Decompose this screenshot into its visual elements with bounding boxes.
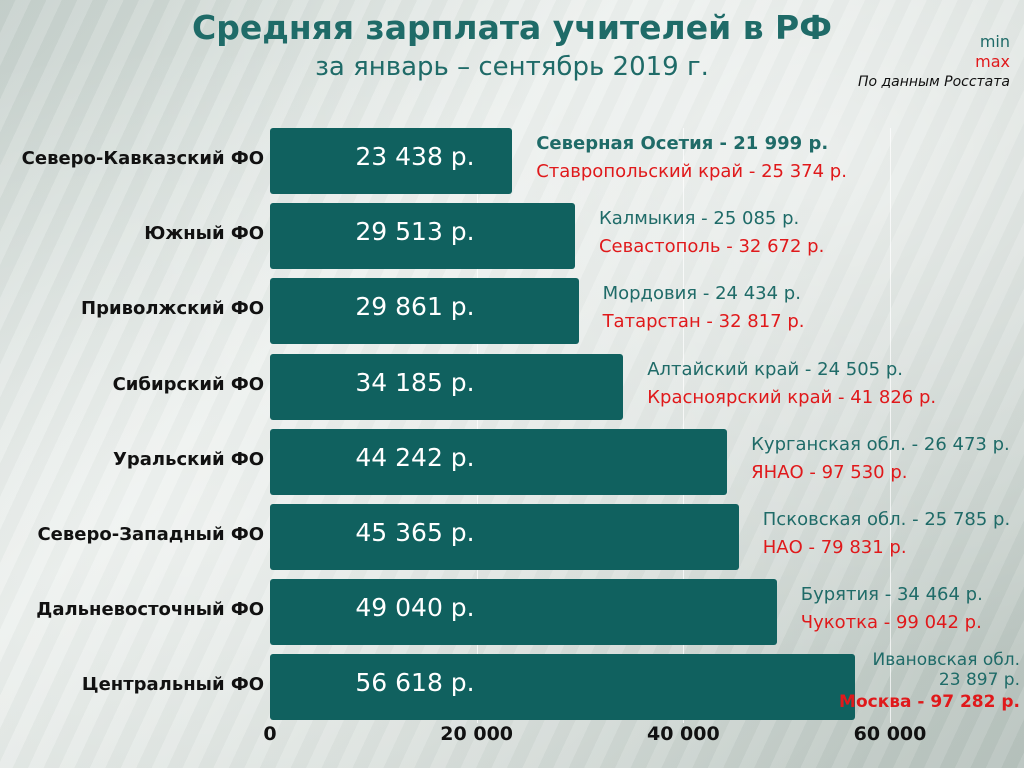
min-region: Псковская обл. - 25 785 р.: [762, 509, 1011, 530]
category-label: Северо-Западный ФО: [37, 524, 264, 545]
legend-min: min: [979, 32, 1010, 51]
region-annotation: Бурятия - 34 464 р. Чукотка - 99 042 р.: [801, 581, 983, 637]
max-region: Севастополь - 32 672 р.: [598, 236, 825, 258]
data-source: По данным Росстата: [857, 74, 1010, 90]
value-label: 34 185 р.: [355, 367, 475, 397]
max-region: Ставропольский край - 25 374 р.: [536, 161, 847, 182]
value-label: 23 438 р.: [355, 142, 475, 171]
category-label: Дальневосточный ФО: [36, 599, 264, 621]
region-annotation: Северная Осетия - 21 999 р. Ставропольски…: [536, 130, 847, 186]
region-annotation: Псковская обл. - 25 785 р. НАО - 79 831 р…: [763, 506, 1010, 562]
x-tick-label: 40 000: [646, 723, 720, 745]
category-label: Северо-Кавказский ФО: [21, 148, 264, 169]
region-annotation: Алтайский край - 24 505 р. Красноярский к…: [647, 356, 936, 412]
bar: [270, 504, 739, 570]
bar: [270, 428, 728, 495]
region-annotation: Мордовия - 24 434 р. Татарстан - 32 817 р…: [603, 280, 805, 336]
bar: [270, 654, 856, 721]
x-tick-label: 0: [263, 723, 277, 745]
category-label: Уральский ФО: [112, 448, 264, 470]
category-label: Приволжский ФО: [81, 298, 264, 320]
category-label: Сибирский ФО: [112, 373, 264, 395]
value-label: 56 618 р.: [355, 668, 475, 698]
min-region: Мордовия - 24 434 р.: [602, 283, 801, 305]
chart-subtitle: за январь – сентябрь 2019 г.: [315, 52, 709, 82]
category-label: Южный ФО: [144, 223, 264, 245]
max-region: Красноярский край - 41 826 р.: [647, 386, 937, 408]
gridline: [476, 128, 478, 723]
value-label: 45 365 р.: [355, 518, 475, 547]
chart-title: Средняя зарплата учителей в РФ: [192, 8, 832, 47]
min-region: Ивановская обл.: [872, 650, 1020, 671]
region-annotation: Ивановская обл. 23 897 р. Москва - 97 282 …: [839, 650, 1020, 714]
min-value: 23 897 р.: [938, 670, 1020, 691]
gridline: [890, 128, 891, 723]
bar: [270, 128, 513, 194]
region-annotation: Калмыкия - 25 085 р. Севастополь - 32 672…: [599, 205, 824, 261]
value-label: 49 040 р.: [355, 593, 475, 623]
min-region: Калмыкия - 25 085 р.: [598, 208, 800, 230]
x-tick-label: 60 000: [853, 723, 927, 745]
x-tick-label: 20 000: [440, 723, 514, 745]
min-region: Курганская обл. - 26 473 р.: [751, 433, 1010, 455]
legend: min max По данным Росстата: [858, 32, 1010, 92]
min-region: Алтайский край - 24 505 р.: [647, 358, 903, 380]
min-region: Северная Осетия - 21 999 р.: [536, 133, 829, 154]
value-label: 29 513 р.: [355, 217, 475, 247]
max-region: Чукотка - 99 042 р.: [800, 612, 982, 634]
category-label: Центральный ФО: [81, 674, 264, 696]
max-region: НАО - 79 831 р.: [762, 537, 907, 558]
max-region: Москва - 97 282 р.: [839, 692, 1020, 713]
bar: [270, 353, 624, 420]
value-label: 44 242 р.: [355, 442, 475, 472]
legend-max: max: [975, 52, 1010, 71]
bar: [270, 579, 777, 646]
gridline: [683, 128, 685, 723]
region-annotation: Курганская обл. - 26 473 р. ЯНАО - 97 530…: [751, 431, 1010, 487]
value-label: 29 861 р.: [355, 292, 475, 322]
bar: [270, 278, 579, 345]
max-region: ЯНАО - 97 530 р.: [751, 461, 908, 483]
min-region: Бурятия - 34 464 р.: [800, 584, 983, 606]
max-region: Татарстан - 32 817 р.: [602, 311, 805, 333]
bar: [270, 203, 575, 270]
